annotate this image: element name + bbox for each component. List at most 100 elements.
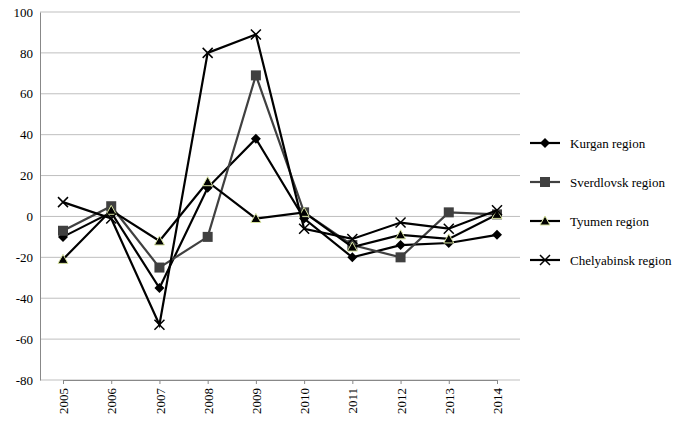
legend: Kurgan regionSverdlovsk regionTyumen reg… xyxy=(530,136,672,268)
x-tick-label: 2013 xyxy=(442,388,457,414)
y-tick: 40 xyxy=(20,127,40,142)
x-tick: 2009 xyxy=(249,380,264,414)
y-tick-label: -60 xyxy=(16,332,33,347)
x-tick: 2014 xyxy=(490,380,505,414)
grid-line xyxy=(40,93,520,94)
y-tick-label: -80 xyxy=(16,373,33,388)
x-tick-mark xyxy=(208,380,209,384)
legend-label: Sverdlovsk region xyxy=(570,175,665,190)
point xyxy=(58,197,68,207)
point xyxy=(58,254,68,263)
grid-line xyxy=(40,52,520,53)
point xyxy=(154,320,164,330)
x-tick-mark xyxy=(63,380,64,384)
legend-item: Sverdlovsk region xyxy=(530,175,665,190)
x-tick-mark xyxy=(256,380,257,384)
x-axis: 2005 2006 2007 2008 2009 2010 2011 2012 2013 2014 xyxy=(56,380,505,414)
x-tick-label: 2007 xyxy=(152,388,167,415)
x-tick: 2013 xyxy=(442,380,457,414)
legend-label: Chelyabinsk region xyxy=(570,253,672,268)
series-markers xyxy=(58,134,502,293)
x-tick-label: 2014 xyxy=(490,388,505,415)
point xyxy=(58,226,68,236)
point xyxy=(203,177,213,186)
point xyxy=(299,224,309,234)
x-tick: 2011 xyxy=(345,380,360,414)
y-tick-label: 100 xyxy=(14,5,34,20)
x-tick-label: 2011 xyxy=(345,388,360,414)
grid xyxy=(40,12,520,380)
series-line xyxy=(63,182,497,260)
x-tick-mark xyxy=(159,380,160,384)
y-tick: -40 xyxy=(16,291,40,306)
point xyxy=(154,283,164,293)
point xyxy=(106,205,116,214)
y-tick-label: 60 xyxy=(20,86,33,101)
legend-marker xyxy=(540,216,550,225)
y-tick-label: -20 xyxy=(16,250,33,265)
y-tick: -20 xyxy=(16,250,40,265)
point xyxy=(251,213,261,222)
y-tick: -80 xyxy=(16,373,40,388)
x-tick-mark xyxy=(111,380,112,384)
legend-marker xyxy=(540,138,550,148)
point xyxy=(396,240,406,250)
y-tick: 80 xyxy=(20,46,40,61)
x-tick-mark xyxy=(352,380,353,384)
series-line xyxy=(63,139,497,288)
point xyxy=(396,252,406,262)
grid-line xyxy=(40,298,520,299)
legend-marker xyxy=(540,177,550,187)
legend-item: Chelyabinsk region xyxy=(530,253,672,268)
y-axis: -80 -60 -40 -20 0 20 40 60 80 100 xyxy=(14,5,41,388)
y-tick-label: 0 xyxy=(27,209,34,224)
point xyxy=(347,252,357,262)
legend-marker xyxy=(540,255,550,265)
series-line xyxy=(63,34,497,324)
x-tick-label: 2010 xyxy=(297,388,312,414)
y-tick: 20 xyxy=(20,168,40,183)
grid-line xyxy=(40,12,520,13)
grid-line xyxy=(40,339,520,340)
point xyxy=(203,48,213,58)
grid-line xyxy=(40,257,520,258)
point xyxy=(444,234,454,243)
point xyxy=(444,207,454,217)
point xyxy=(203,232,213,242)
y-tick: 60 xyxy=(20,86,40,101)
point xyxy=(154,263,164,273)
x-tick-label: 2006 xyxy=(104,388,119,415)
x-tick: 2012 xyxy=(394,380,409,414)
x-axis-line xyxy=(64,381,498,385)
x-tick-label: 2012 xyxy=(394,388,409,414)
x-tick: 2005 xyxy=(56,380,71,414)
series-markers xyxy=(58,29,502,329)
y-tick: -60 xyxy=(16,332,40,347)
y-axis-line xyxy=(40,13,41,381)
x-tick-mark xyxy=(304,380,305,384)
x-tick: 2006 xyxy=(104,380,119,414)
x-tick-label: 2008 xyxy=(201,388,216,414)
x-tick-label: 2005 xyxy=(56,388,71,414)
x-tick-label: 2009 xyxy=(249,388,264,414)
y-tick-label: 40 xyxy=(20,127,33,142)
chart: -80 -60 -40 -20 0 20 40 60 80 100 2005 2006 2007 2008… xyxy=(0,0,697,430)
point xyxy=(251,70,261,80)
point xyxy=(106,213,116,223)
y-tick-label: 20 xyxy=(20,168,33,183)
point xyxy=(492,230,502,240)
point xyxy=(492,205,502,215)
y-tick-label: 80 xyxy=(20,46,33,61)
point xyxy=(251,29,261,39)
point xyxy=(396,230,406,239)
series-line xyxy=(63,75,497,267)
point xyxy=(251,134,261,144)
y-tick-label: -40 xyxy=(16,291,33,306)
y-tick: 0 xyxy=(27,209,41,224)
y-tick: 100 xyxy=(14,5,41,20)
x-tick: 2008 xyxy=(201,380,216,414)
point xyxy=(396,218,406,228)
point xyxy=(154,236,164,245)
legend-item: Tyumen region xyxy=(530,214,649,229)
point xyxy=(444,224,454,234)
